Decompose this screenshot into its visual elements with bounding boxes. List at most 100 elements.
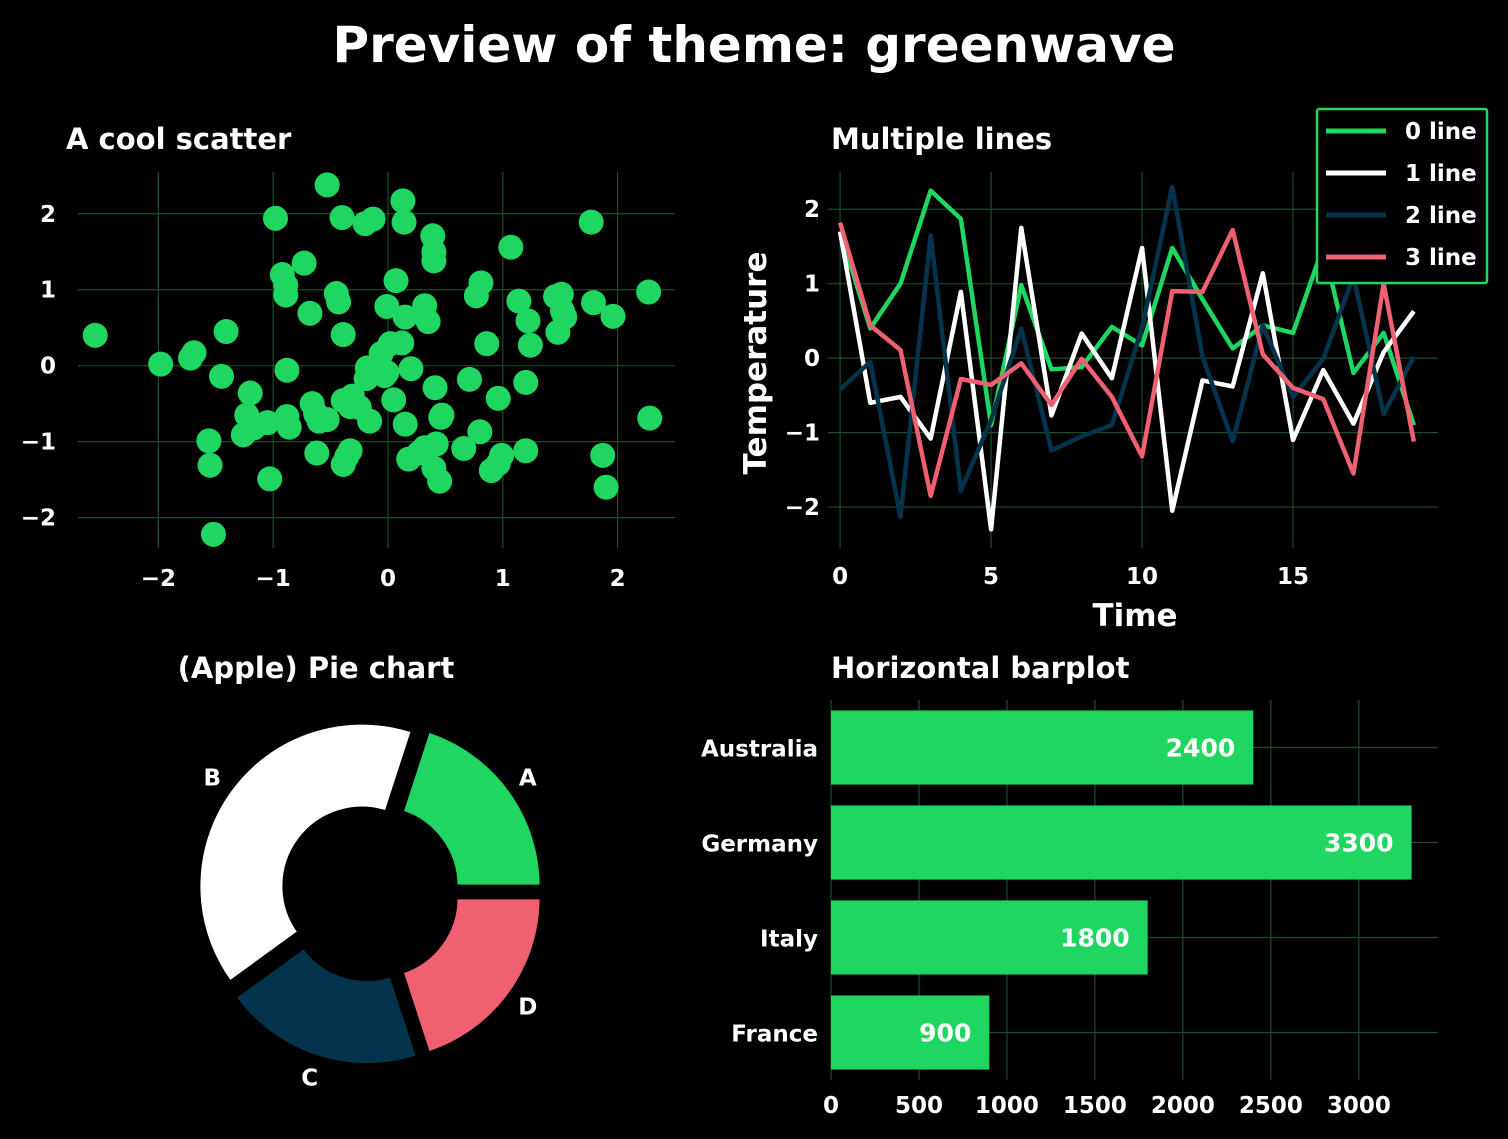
scatter-ytick: 1 xyxy=(40,278,56,304)
scatter-point xyxy=(392,304,418,330)
scatter-point xyxy=(392,411,418,437)
line-xtick: 10 xyxy=(1126,564,1158,590)
scatter-point xyxy=(513,438,539,464)
scatter-point xyxy=(590,442,616,468)
scatter-xtick: −1 xyxy=(256,566,291,592)
scatter-point xyxy=(456,366,482,392)
legend-label: 2 line xyxy=(1405,203,1477,229)
scatter-point xyxy=(381,387,407,413)
scatter-point xyxy=(498,234,524,260)
scatter-xtick: 1 xyxy=(495,566,511,592)
scatter-point xyxy=(552,304,578,330)
scatter-point xyxy=(314,407,340,433)
scatter-point xyxy=(578,209,604,235)
bar-xtick: 1000 xyxy=(975,1093,1039,1119)
scatter-point xyxy=(421,239,447,265)
bar-value-label: 1800 xyxy=(1060,924,1130,953)
bar-panel: Horizontal barplot 2400 3300 1800 900 0 500 1… xyxy=(701,651,1438,1119)
scatter-point xyxy=(517,332,543,358)
scatter-points xyxy=(82,172,663,547)
line-ytick: 1 xyxy=(804,272,820,298)
scatter-point xyxy=(374,293,400,319)
scatter-point xyxy=(291,250,317,276)
line-ytick: 2 xyxy=(804,197,820,223)
legend-label: 0 line xyxy=(1405,119,1477,145)
pie-wedge-B xyxy=(197,721,415,985)
bar-xtick: 0 xyxy=(823,1093,839,1119)
scatter-point xyxy=(330,322,356,348)
scatter-ytick: 0 xyxy=(40,354,56,380)
line-series-2-line xyxy=(838,184,1416,519)
line-xtick: 15 xyxy=(1277,564,1309,590)
scatter-point xyxy=(422,375,448,401)
pie-wedges xyxy=(197,721,543,1067)
scatter-point xyxy=(506,288,532,314)
scatter-point xyxy=(485,385,511,411)
bar-title: Horizontal barplot xyxy=(831,651,1130,685)
pie-label-C: C xyxy=(301,1065,318,1091)
scatter-point xyxy=(389,330,415,356)
scatter-point xyxy=(197,452,223,478)
scatter-point xyxy=(593,474,619,500)
pie-title: (Apple) Pie chart xyxy=(178,651,455,685)
scatter-point xyxy=(181,340,207,366)
scatter-point xyxy=(468,270,494,296)
scatter-point xyxy=(515,308,541,334)
scatter-ticks: −2 −1 0 1 2 −2 −1 0 1 2 xyxy=(21,202,626,592)
line-xtick: 5 xyxy=(983,564,999,590)
scatter-point xyxy=(374,360,400,386)
scatter-point xyxy=(357,408,383,434)
line-xtick: 0 xyxy=(832,564,848,590)
scatter-xtick: 2 xyxy=(610,566,626,592)
scatter-point xyxy=(398,356,424,382)
legend-frame xyxy=(1315,107,1489,285)
scatter-grid xyxy=(78,172,675,548)
scatter-point xyxy=(451,435,477,461)
pie-panel: (Apple) Pie chart A B C D xyxy=(178,651,543,1091)
scatter-point xyxy=(274,357,300,383)
scatter-point xyxy=(580,290,606,316)
bar-australia xyxy=(831,710,1254,785)
bar-xtick: 3000 xyxy=(1327,1093,1391,1119)
scatter-point xyxy=(209,363,235,389)
scatter-point xyxy=(148,351,174,377)
bar-france xyxy=(831,995,990,1070)
pie-label-A: A xyxy=(519,765,537,791)
scatter-point xyxy=(213,319,239,345)
scatter-point xyxy=(297,300,323,326)
scatter-point xyxy=(337,438,363,464)
bar-category-label: Australia xyxy=(701,737,818,763)
scatter-xtick: −2 xyxy=(141,566,176,592)
scatter-ytick: −1 xyxy=(21,430,56,456)
line-title: Multiple lines xyxy=(831,122,1052,156)
bar-xtick: 1500 xyxy=(1063,1093,1127,1119)
scatter-point xyxy=(196,428,222,454)
scatter-title: A cool scatter xyxy=(66,122,292,156)
scatter-ytick: 2 xyxy=(40,202,56,228)
pie-wedge-A xyxy=(400,729,543,888)
scatter-point xyxy=(237,380,263,406)
scatter-point xyxy=(637,405,663,431)
scatter-point xyxy=(423,431,449,457)
pie-label-D: D xyxy=(518,995,537,1021)
legend-label: 3 line xyxy=(1405,245,1477,271)
scatter-point xyxy=(304,440,330,466)
pie-wedge-C xyxy=(232,945,420,1067)
scatter-point xyxy=(474,331,500,357)
line-series-3-line xyxy=(837,221,1417,499)
bar-category-label: Germany xyxy=(701,832,818,858)
pie-labels: A B C D xyxy=(203,765,537,1091)
line-series-1-line xyxy=(837,225,1416,532)
scatter-point xyxy=(82,322,108,348)
scatter-point xyxy=(262,205,288,231)
bar-xtick: 2500 xyxy=(1239,1093,1303,1119)
scatter-point xyxy=(326,289,352,315)
scatter-point xyxy=(390,188,416,214)
figure-title: Preview of theme: greenwave xyxy=(332,16,1175,74)
bar-value-label: 900 xyxy=(919,1019,971,1048)
scatter-point xyxy=(360,206,386,232)
bar-xtick: 2000 xyxy=(1151,1093,1215,1119)
scatter-point xyxy=(276,414,302,440)
scatter-point xyxy=(600,303,626,329)
